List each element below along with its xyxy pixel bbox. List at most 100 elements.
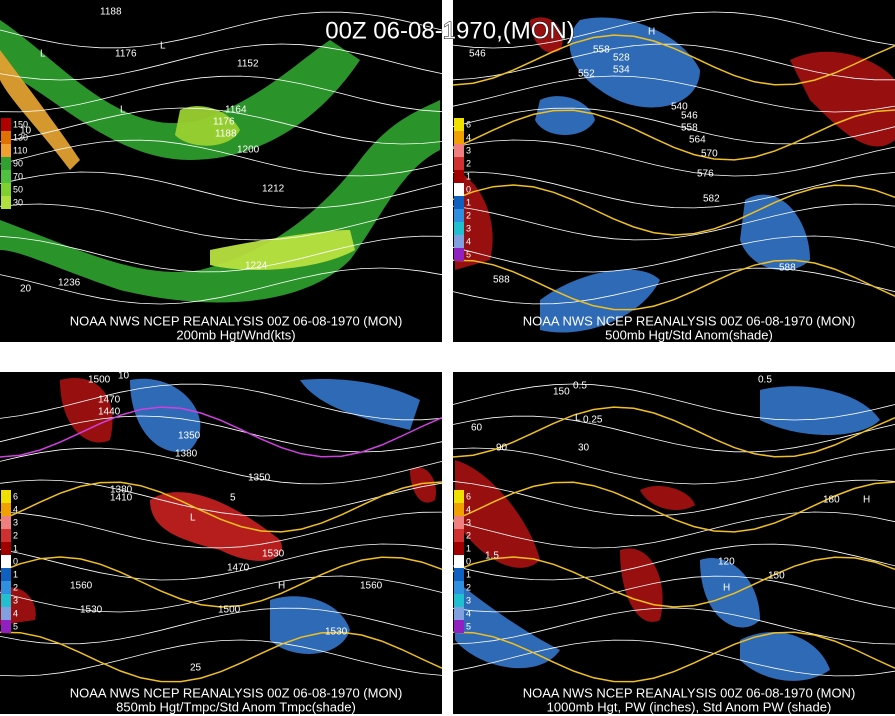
shaded-region xyxy=(760,386,880,435)
contour-label: 1176 xyxy=(213,117,235,128)
contour-label: 1530 xyxy=(262,549,285,560)
colorbar-swatch xyxy=(1,196,11,209)
contour-label: 588 xyxy=(493,275,510,286)
colorbar-swatch xyxy=(454,118,464,131)
contour-label: 540 xyxy=(671,102,688,113)
map-panel: 6 4 3 2 1 0 1 2 3 4 5 150 60 90 30 120 150 180 0.5 0.25 0.5 1… xyxy=(452,372,895,714)
colorbar-swatch xyxy=(454,516,464,529)
contour-label: 10 xyxy=(20,126,32,137)
colorbar-swatch xyxy=(454,222,464,235)
colorbar-swatch xyxy=(454,248,464,261)
contour-label: 1410 xyxy=(110,493,133,504)
contour-line xyxy=(0,415,443,453)
contour-label: 1470 xyxy=(98,395,121,406)
contour-line xyxy=(0,139,443,177)
contour-label: 582 xyxy=(703,194,720,205)
colorbar-swatch xyxy=(454,235,464,248)
colorbar-label: 2 xyxy=(13,582,18,592)
contour-label: 552 xyxy=(578,69,595,80)
colorbar-label: 5 xyxy=(13,621,18,631)
shaded-region xyxy=(740,194,810,271)
contour-label: 1350 xyxy=(178,431,201,442)
colorbar-label: 5 xyxy=(466,249,471,259)
contour-label: 570 xyxy=(701,149,718,160)
colorbar-swatch xyxy=(1,118,11,131)
contour-line xyxy=(452,543,895,581)
colorbar-label: 1 xyxy=(13,543,18,553)
colorbar-label: 50 xyxy=(13,184,23,194)
contour-label: 1.5 xyxy=(485,551,499,562)
contour-line xyxy=(0,235,443,273)
contour-label: 20 xyxy=(20,284,32,295)
colorbar-label: 4 xyxy=(466,608,471,618)
contour-label: 1530 xyxy=(325,627,348,638)
colorbar-label: 2 xyxy=(466,530,471,540)
contour-label: 558 xyxy=(593,45,610,56)
colorbar-swatch xyxy=(454,157,464,170)
colorbar-swatch xyxy=(454,620,464,633)
contour-label: 1560 xyxy=(70,581,93,592)
colorbar-swatch xyxy=(454,529,464,542)
shaded-region xyxy=(530,17,563,53)
shaded-region xyxy=(130,378,201,452)
contour-label: 558 xyxy=(681,123,698,134)
contour-label: 25 xyxy=(190,663,202,674)
shaded-region xyxy=(569,17,700,108)
shaded-region xyxy=(175,106,240,146)
isotherm-line xyxy=(452,406,895,458)
colorbar-label: 3 xyxy=(466,145,471,155)
shaded-region xyxy=(700,558,760,628)
colorbar-label: 150 xyxy=(13,119,28,129)
colorbar-label: 1 xyxy=(13,569,18,579)
isotherm-line xyxy=(452,109,895,161)
colorbar-label: 70 xyxy=(13,171,23,181)
colorbar-label: 4 xyxy=(466,504,471,514)
shaded-region xyxy=(0,50,80,170)
colorbar-label: 2 xyxy=(466,582,471,592)
colorbar-swatch xyxy=(454,581,464,594)
contour-label: 1500 xyxy=(88,375,111,386)
contour-label: 1470 xyxy=(227,563,250,574)
contour-label: 1152 xyxy=(237,59,259,70)
colorbar-swatch xyxy=(454,144,464,157)
shaded-region xyxy=(210,230,355,270)
contour-line xyxy=(452,139,895,177)
colorbar-label: 130 xyxy=(13,132,28,142)
contour-label: 546 xyxy=(681,111,698,122)
shaded-region xyxy=(540,269,660,333)
contour-label: 150 xyxy=(553,387,570,398)
contour-label: 1440 xyxy=(98,407,121,418)
colorbar-label: 0 xyxy=(466,184,471,194)
contour-line xyxy=(452,43,895,81)
colorbar-label: 90 xyxy=(13,158,23,168)
contour-line xyxy=(452,75,895,113)
isotherm-line xyxy=(0,631,443,683)
contour-label: 1188 xyxy=(100,7,122,18)
contour-label: H xyxy=(278,581,285,592)
contour-label: 588 xyxy=(779,263,796,274)
contour-line xyxy=(0,543,443,581)
colorbar-swatch xyxy=(454,607,464,620)
contour-line xyxy=(0,639,443,677)
colorbar-label: 30 xyxy=(13,197,23,207)
contour-line xyxy=(452,479,895,517)
map-title: 00Z 06-08-1970,(MON) xyxy=(325,17,574,44)
colorbar-label: 3 xyxy=(466,517,471,527)
shaded-region xyxy=(270,596,350,654)
contour-line xyxy=(452,11,895,49)
contour-line xyxy=(452,235,895,273)
contour-line xyxy=(452,171,895,209)
colorbar-label: 1 xyxy=(466,197,471,207)
isotherm-line xyxy=(452,259,895,311)
contour-label: 5 xyxy=(230,493,236,504)
contour-label: 1500 xyxy=(218,605,241,616)
contour-label: 1224 xyxy=(245,261,268,272)
colorbar-label: 1 xyxy=(466,171,471,181)
colorbar-swatch xyxy=(454,542,464,555)
contour-label: 180 xyxy=(823,495,840,506)
colorbar-label: 3 xyxy=(466,223,471,233)
shaded-region xyxy=(640,485,695,510)
colorbar-swatch xyxy=(454,503,464,516)
